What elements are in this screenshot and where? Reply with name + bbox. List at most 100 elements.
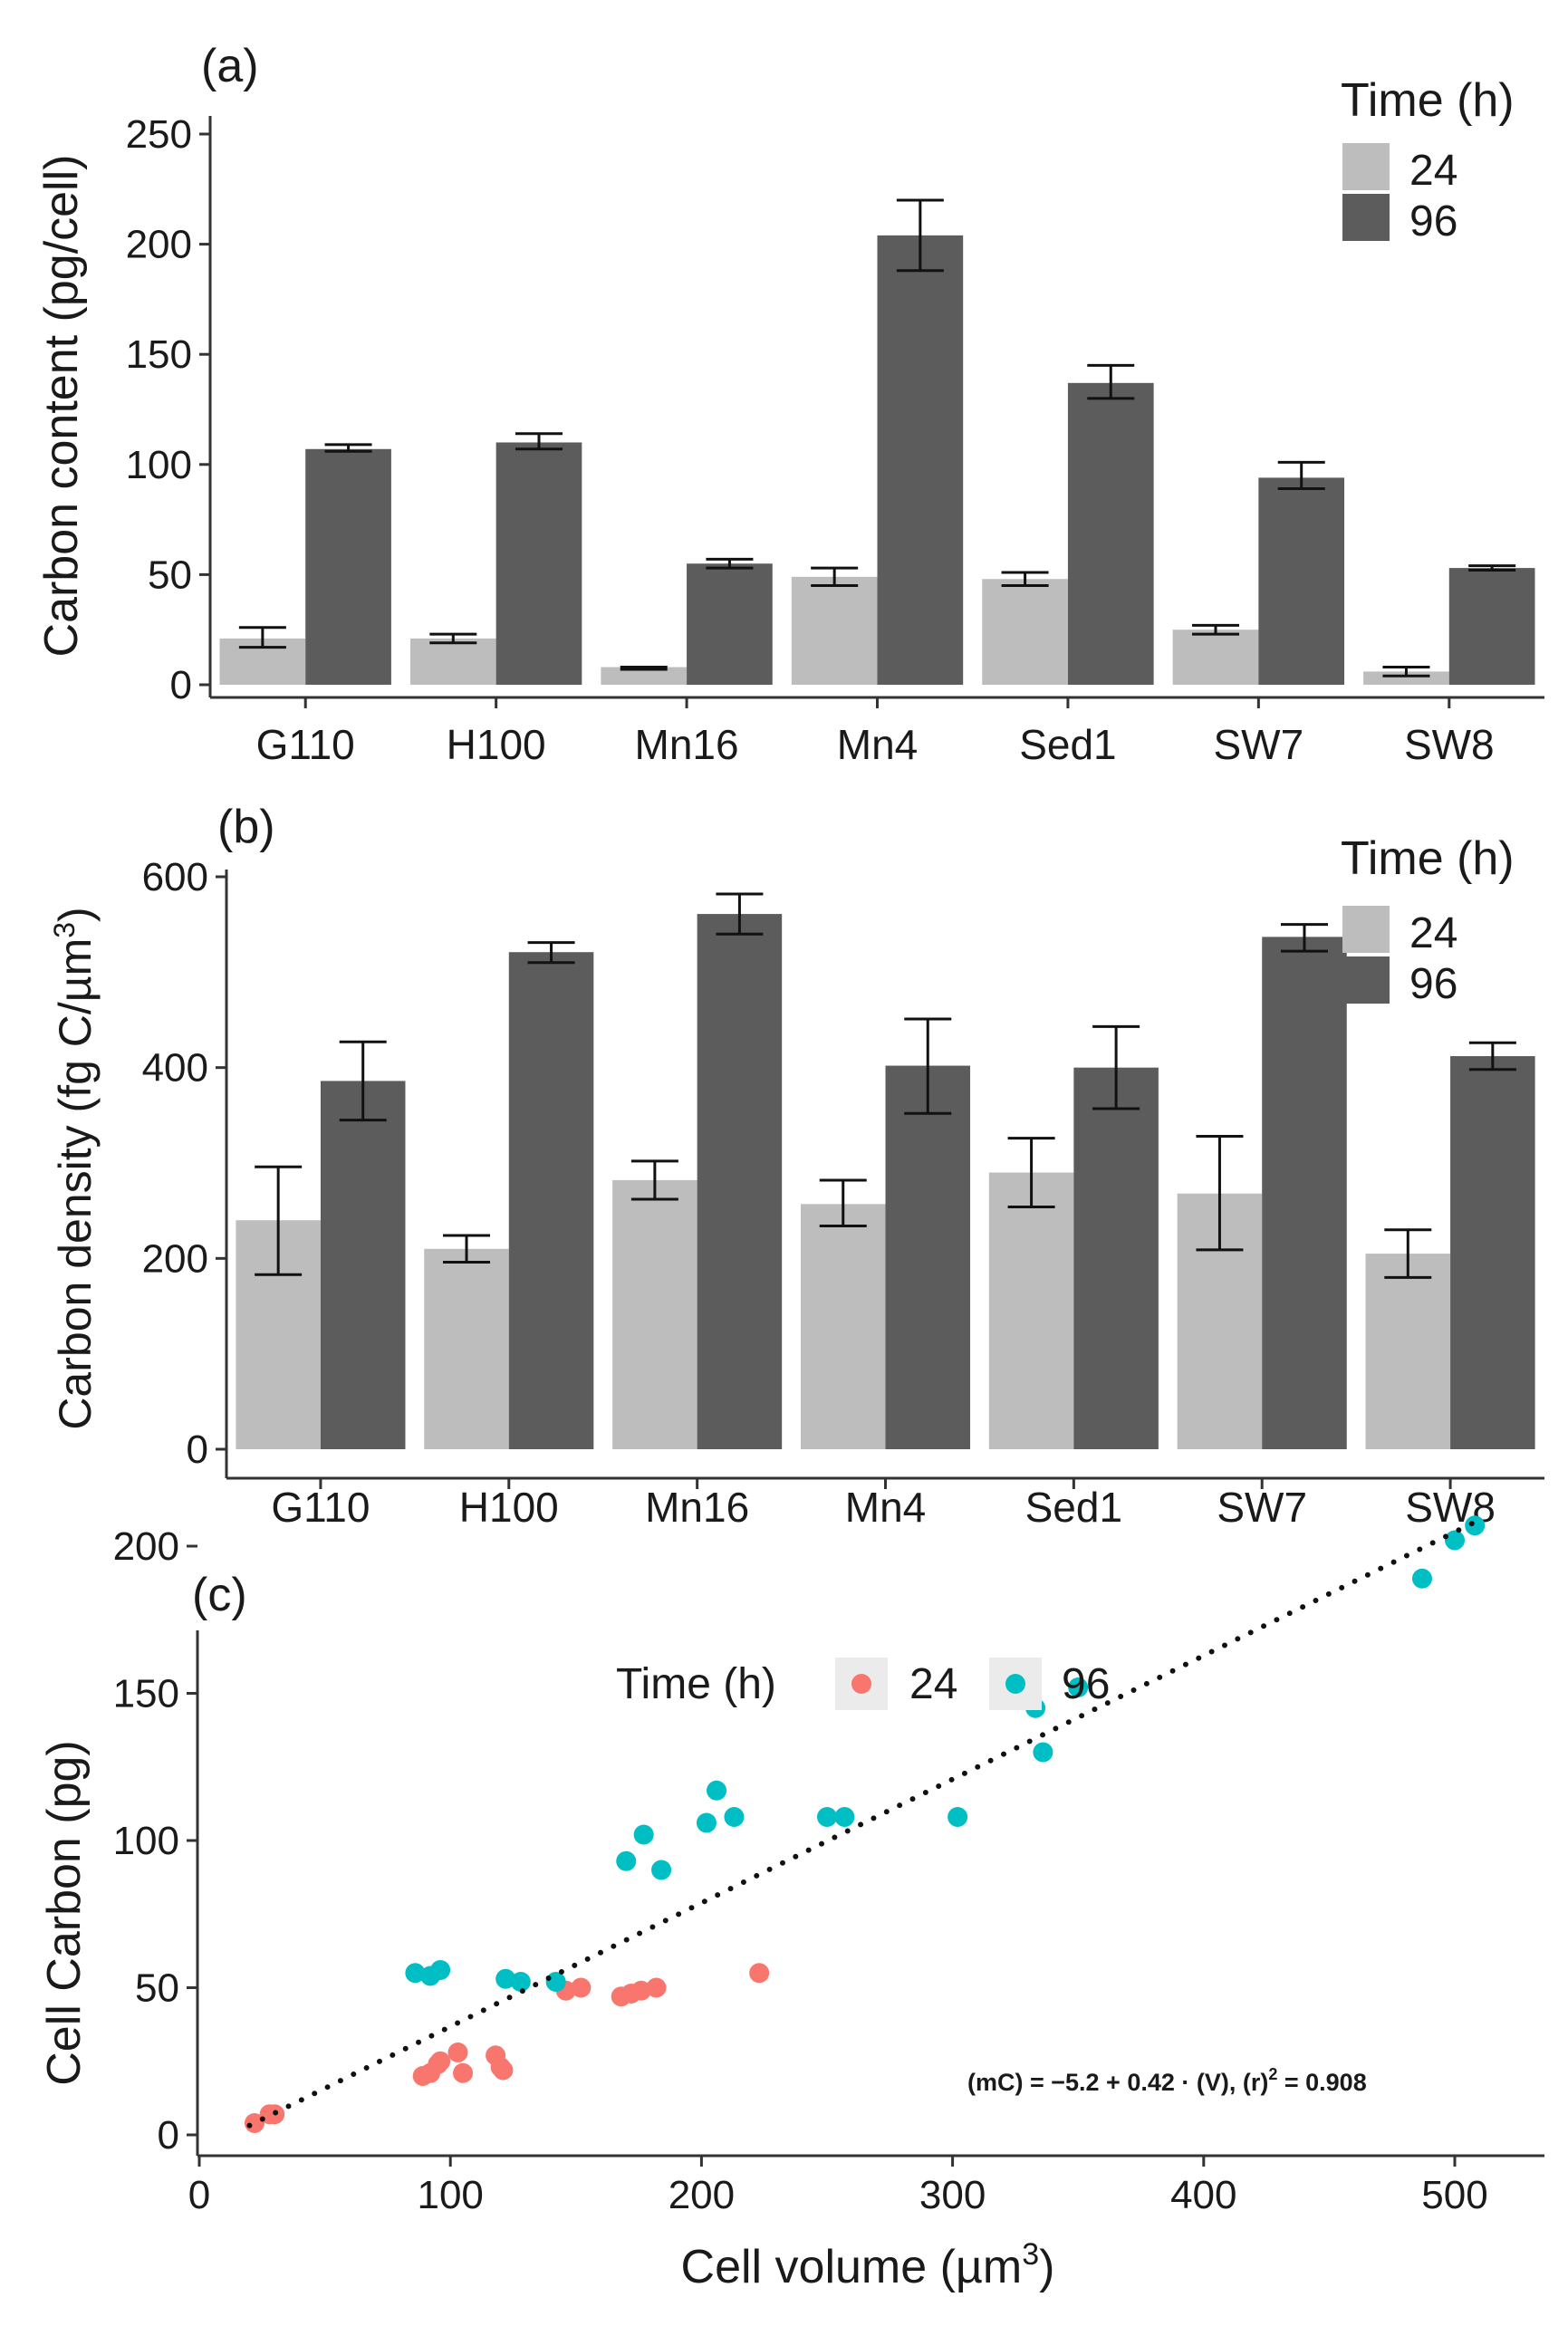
panel-b-error-bar-24	[819, 1178, 867, 1228]
panel-c-point-96	[510, 1972, 531, 1992]
panel-a-bar-24	[982, 579, 1068, 685]
panel-c-point-24	[630, 1980, 651, 2001]
panel-c-point-96	[1445, 1530, 1465, 1551]
panel-b-error-bar-96	[339, 1040, 387, 1122]
panel-b-bar-96	[697, 914, 783, 1449]
panel-c-point-96	[1033, 1742, 1053, 1763]
panel-a-legend-label-96: 96	[1409, 197, 1457, 245]
panel-c-point-96	[633, 1824, 654, 1845]
panel-b-x-tick-label: G110	[271, 1484, 370, 1531]
panel-a-error-bar-96	[1277, 460, 1325, 491]
panel-c-point-24	[453, 2062, 474, 2083]
panel-b-y-axis-label-text: Carbon density (fg C/µm	[50, 938, 101, 1430]
panel-b-legend-label-24: 24	[1409, 909, 1457, 957]
panel-a-plot-area: 0 50 100 150 200 250 G110 H100 Mn16 Mn4 Sed1 SW7 SW8	[126, 112, 1544, 768]
panel-c-legend-key-96	[1005, 1674, 1025, 1694]
panel-c-point-24	[447, 2042, 468, 2062]
panel-b-bar-96	[1450, 1056, 1535, 1449]
panel-c-point-96	[948, 1807, 968, 1827]
panel-b-bar-96	[1262, 937, 1347, 1449]
panel-c-regression-line	[246, 1516, 1483, 2129]
panel-b-bar-96	[1073, 1067, 1159, 1449]
panel-a-x-tick-label: G110	[256, 721, 355, 768]
panel-c-x-tick-label: 500	[1421, 2173, 1487, 2217]
panel-c-point-96	[651, 1860, 672, 1880]
panel-b-bar-96	[320, 1081, 406, 1449]
panel-b-bar-24	[424, 1248, 509, 1449]
panel-c-x-axis-label-close: )	[1039, 2241, 1054, 2293]
panel-c-legend-label-96: 96	[1062, 1660, 1110, 1708]
panel-b-bar-24	[800, 1204, 886, 1449]
panel-c-point-96	[834, 1807, 855, 1827]
panel-b-x-tick-label: Sed1	[1025, 1484, 1122, 1531]
panel-c-x-tick-label: 400	[1170, 2173, 1236, 2217]
panel-a-y-tick-label: 50	[148, 553, 192, 597]
panel-b-bar-96	[508, 952, 594, 1449]
panel-a-bar-24	[409, 638, 496, 685]
panel-b-error-bar-24	[1196, 1135, 1244, 1252]
panel-c-point-24	[571, 1977, 592, 1998]
panel-b-y-tick-label: 0	[187, 1427, 208, 1472]
panel-b-bar-96	[885, 1065, 971, 1449]
panel-b-error-bar-96	[904, 1017, 952, 1115]
panel-b-y-tick-label: 600	[142, 855, 208, 899]
panel-b-error-bar-24	[255, 1165, 303, 1276]
panel-a-bar-96	[1448, 568, 1535, 685]
panel-c-y-tick-label: 150	[113, 1672, 179, 1716]
panel-c-regression-equation-sup: 2	[1268, 2065, 1277, 2083]
panel-b-carbon-density: (b) Carbon density (fg C/µm3) 0 200 400 600…	[48, 801, 1544, 1531]
panel-a-y-tick-label: 100	[126, 443, 192, 487]
panel-c-point-96	[430, 1960, 451, 1980]
panel-b-error-bar-96	[1468, 1041, 1516, 1072]
panel-a-legend-key-96	[1342, 194, 1390, 241]
panel-c-x-tick-label: 0	[188, 2173, 210, 2217]
panel-a-bar-96	[687, 563, 773, 685]
panel-b-error-bar-96	[1092, 1024, 1140, 1110]
panel-c-y-axis-label: Cell Carbon (pg)	[38, 1740, 91, 2086]
panel-b-legend-key-24	[1342, 906, 1390, 953]
panel-a-bar-96	[877, 235, 964, 685]
panel-c-x-tick-label: 100	[417, 2173, 483, 2217]
panel-c-point-96	[724, 1807, 745, 1827]
panel-a-bar-96	[1258, 477, 1345, 685]
panel-a-x-tick-label: H100	[447, 721, 546, 768]
panel-b-error-bar-24	[443, 1234, 491, 1264]
panel-b-y-tick-label: 200	[142, 1236, 208, 1281]
panel-a-error-bar-96	[1468, 564, 1516, 572]
panel-c-x-tick-label: 200	[669, 2173, 735, 2217]
panel-c-point-96	[405, 1963, 426, 1984]
panel-b-y-axis-label-sup: 3	[48, 922, 81, 938]
panel-c-point-96	[1465, 1515, 1486, 1536]
panel-c-point-96	[495, 1968, 516, 1989]
panel-c-point-96	[696, 1812, 717, 1833]
panel-a-y-axis-label: Carbon content (pg/cell)	[35, 155, 88, 658]
panel-c-point-24	[749, 1963, 770, 1984]
panel-a-x-tick-label: Sed1	[1019, 721, 1116, 768]
panel-c-point-96	[817, 1807, 837, 1827]
panel-a-error-bar-24	[620, 666, 668, 671]
panel-b-y-tick-label: 400	[142, 1046, 208, 1091]
panel-a-error-bar-96	[706, 557, 754, 570]
panel-a-x-tick-label: SW7	[1214, 721, 1304, 768]
panel-c-regression-equation-tail: = 0.908	[1277, 2069, 1366, 2096]
panel-c-regression-equation: (mC) = −5.2 + 0.42 · (V), (r)2 = 0.908	[967, 2065, 1367, 2096]
panel-c-point-96	[707, 1780, 727, 1801]
panel-a-x-tick-label: Mn4	[837, 721, 918, 768]
panel-c-x-axis-label-sup: 3	[1022, 2237, 1039, 2272]
panel-c-legend-key-24	[851, 1674, 871, 1694]
panel-b-bar-24	[1365, 1254, 1451, 1449]
panel-c-cell-carbon-vs-volume: (c) Cell Carbon (pg) Cell volume (µm3) 0…	[38, 1515, 1544, 2293]
panel-c-legend-title: Time (h)	[616, 1660, 776, 1708]
panel-a-error-bar-96	[896, 198, 944, 273]
panel-c-point-24	[493, 2060, 514, 2081]
panel-a-y-tick-label: 150	[126, 332, 192, 377]
panel-b-error-bar-24	[1384, 1228, 1432, 1279]
panel-a-y-tick-label: 0	[170, 663, 192, 707]
panel-a-error-bar-96	[515, 432, 563, 451]
panel-a-error-bar-24	[1001, 571, 1049, 588]
panel-c-plot-area: 0 50 100 150 200 0 100 200 300 400 500	[113, 1515, 1544, 2217]
panel-b-error-bar-96	[1280, 923, 1328, 953]
panel-b-y-axis-label-close: )	[50, 907, 101, 922]
